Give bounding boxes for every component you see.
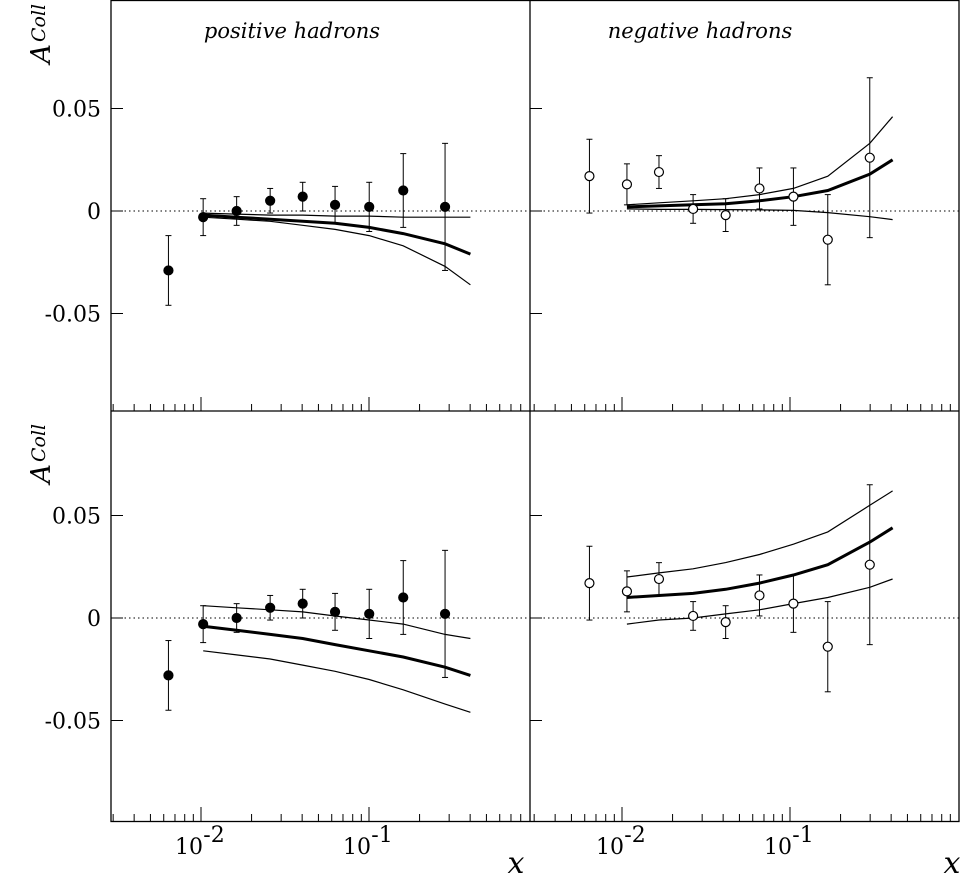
data-point [297, 598, 308, 609]
data-point [163, 265, 174, 276]
model-curve-band [626, 208, 893, 221]
panel-title: positive hadrons [204, 19, 380, 43]
y-tick-label: -0.05 [45, 710, 101, 735]
data-point [754, 183, 765, 194]
x-tick-exponent: -2 [203, 823, 224, 848]
x-tick-exponent: -1 [792, 823, 813, 848]
data-point [398, 185, 409, 196]
model-curve-band [203, 650, 471, 713]
data-point [231, 612, 242, 624]
panel-top-right: negative hadrons [530, 19, 959, 411]
data-point [653, 573, 665, 585]
y-axis-label-subscript: Coll [28, 424, 50, 462]
y-tick-label: 0 [87, 200, 101, 225]
data-point [864, 152, 875, 163]
data-point [621, 179, 633, 190]
x-axis-label: x [508, 846, 525, 879]
data-point [822, 234, 833, 245]
model-curve-band [203, 216, 471, 286]
data-point [439, 608, 451, 620]
panel-bottom-right: 10 -2 10 -1x [530, 484, 960, 879]
data-point [788, 191, 799, 202]
data-point [329, 199, 341, 210]
data-point [653, 166, 665, 178]
data-point [398, 592, 409, 603]
data-point [584, 578, 595, 589]
x-tick-label: 10 [343, 835, 371, 860]
y-tick-label: -0.05 [45, 303, 101, 328]
data-point [265, 602, 276, 613]
data-point [788, 598, 799, 609]
data-point [364, 201, 375, 212]
data-point [688, 610, 699, 622]
x-tick-label: 10 [175, 835, 203, 860]
y-axis-label-main: A [26, 464, 57, 487]
x-tick-exponent: -2 [624, 823, 645, 848]
data-point [198, 619, 209, 630]
model-curve-central [203, 624, 471, 677]
data-point [720, 616, 731, 628]
x-tick-exponent: -1 [371, 823, 392, 848]
panel-grid [110, 0, 960, 823]
data-point [584, 171, 595, 182]
y-tick-label: 0.05 [52, 505, 101, 530]
y-tick-label: 0.05 [52, 98, 101, 123]
panel-title: negative hadrons [608, 19, 793, 43]
x-tick-label: 10 [764, 835, 792, 860]
data-point [231, 205, 242, 217]
data-point [720, 210, 731, 221]
data-point [822, 641, 833, 652]
model-curve-band [626, 490, 893, 578]
x-tick-label: 10 [596, 835, 624, 860]
data-point [621, 586, 633, 597]
y-axis-label-main: A [26, 44, 57, 67]
x-axis-label: x [944, 846, 960, 879]
data-point [864, 559, 875, 570]
data-point [754, 590, 765, 601]
data-point [265, 195, 276, 206]
data-point [688, 203, 699, 215]
data-point [163, 670, 174, 681]
y-tick-label: 0 [87, 607, 101, 632]
y-axis-label-subscript: Coll [28, 4, 50, 42]
data-point [329, 606, 341, 617]
data-point [439, 201, 451, 212]
model-curve-central [203, 213, 471, 256]
data-point [297, 191, 308, 202]
data-point [198, 212, 209, 223]
data-point [364, 608, 375, 620]
